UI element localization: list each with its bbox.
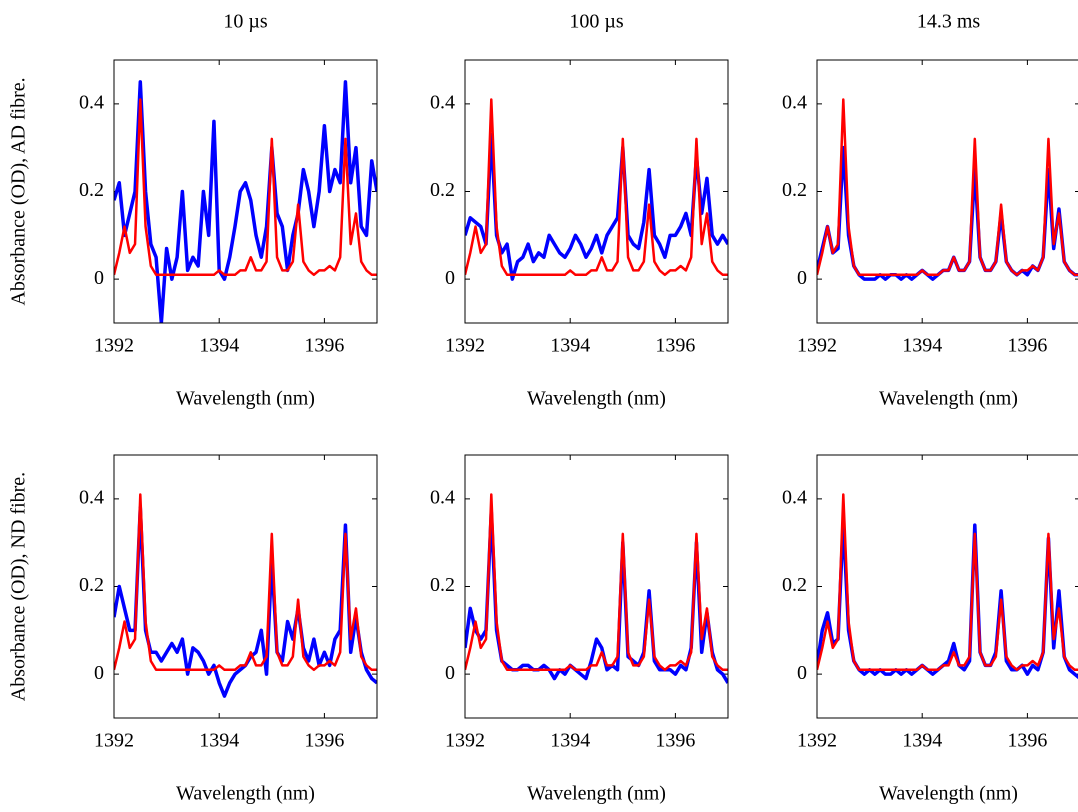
subplot-title: 14.3 ms: [917, 11, 981, 33]
x-axis-label: Wavelength (nm): [527, 388, 666, 410]
y-tick-label: 0.4: [430, 91, 455, 113]
y-tick-label: 0: [797, 267, 807, 289]
x-tick-label: 1394: [199, 335, 239, 357]
axes-box: [464, 59, 729, 324]
y-axis-label: Absorbance (OD), AD fibre.: [8, 77, 30, 305]
y-tick-label: 0.2: [782, 179, 807, 201]
subplot: 10 µs Absorbance (OD), AD fibre. Wavelengt…: [8, 11, 378, 410]
series-line: [114, 80, 377, 323]
x-axis-label: Wavelength (nm): [176, 388, 315, 410]
x-tick-label: 1394: [550, 730, 590, 752]
y-tick-label: 0.2: [430, 574, 455, 596]
x-tick-label: 1396: [1007, 335, 1047, 357]
subplot: 14.3 ms Wavelength (nm) 0 0.2 0.4 1392 1394 139…: [782, 11, 1078, 410]
x-tick-label: 1392: [94, 730, 134, 752]
x-axis-label: Wavelength (nm): [879, 388, 1018, 410]
x-tick-label: 1392: [94, 335, 134, 357]
x-axis-label: Wavelength (nm): [527, 783, 666, 805]
x-tick-label: 1394: [902, 730, 942, 752]
y-tick-label: 0: [94, 267, 104, 289]
y-tick-label: 0.4: [430, 486, 455, 508]
y-tick-label: 0.2: [782, 574, 807, 596]
y-tick-label: 0: [445, 662, 455, 684]
subplot: 100 µs Wavelength (nm) 0 0.2 0.4 1392 1394 1396: [430, 11, 729, 410]
y-axis-label: Absorbance (OD), ND fibre.: [8, 472, 30, 701]
x-tick-label: 1396: [304, 730, 344, 752]
y-tick-label: 0.4: [782, 486, 807, 508]
x-tick-label: 1394: [902, 335, 942, 357]
series-line: [465, 132, 728, 281]
subplot: Wavelength (nm) 0 0.2 0.4 1392 1394 1396: [430, 454, 729, 805]
subplot: Wavelength (nm) 0 0.2 0.4 1392 1394 1396: [782, 454, 1078, 805]
x-tick-label: 1394: [550, 335, 590, 357]
axes-box: [816, 454, 1078, 719]
x-tick-label: 1392: [797, 335, 837, 357]
series-line: [817, 98, 1078, 277]
y-tick-label: 0.2: [79, 179, 104, 201]
x-tick-label: 1396: [304, 335, 344, 357]
x-tick-label: 1392: [797, 730, 837, 752]
x-tick-label: 1392: [445, 730, 485, 752]
y-tick-label: 0.4: [79, 486, 104, 508]
subplot: Absorbance (OD), ND fibre. Wavelength (nm…: [8, 454, 378, 805]
y-tick-label: 0.4: [782, 91, 807, 113]
x-axis-label: Wavelength (nm): [879, 783, 1018, 805]
y-tick-label: 0: [797, 662, 807, 684]
series-line: [465, 98, 728, 277]
series-line: [465, 493, 728, 672]
y-tick-label: 0: [445, 267, 455, 289]
y-tick-label: 0.4: [79, 91, 104, 113]
y-tick-label: 0.2: [79, 574, 104, 596]
y-tick-label: 0: [94, 662, 104, 684]
series-line: [817, 519, 1078, 680]
x-tick-label: 1396: [655, 730, 695, 752]
x-tick-label: 1396: [655, 335, 695, 357]
axes-box: [113, 454, 378, 719]
series-line: [817, 145, 1078, 281]
x-tick-label: 1392: [445, 335, 485, 357]
series-line: [817, 493, 1078, 672]
series-line: [114, 98, 377, 277]
axes-box: [816, 59, 1078, 324]
series-line: [465, 510, 728, 684]
x-tick-label: 1394: [199, 730, 239, 752]
subplot-title: 100 µs: [569, 11, 624, 33]
axes-box: [464, 454, 729, 719]
series-line: [114, 493, 377, 672]
axes-box: [113, 59, 378, 324]
y-tick-label: 0.2: [430, 179, 455, 201]
x-axis-label: Wavelength (nm): [176, 783, 315, 805]
x-tick-label: 1396: [1007, 730, 1047, 752]
subplot-title: 10 µs: [223, 11, 268, 33]
